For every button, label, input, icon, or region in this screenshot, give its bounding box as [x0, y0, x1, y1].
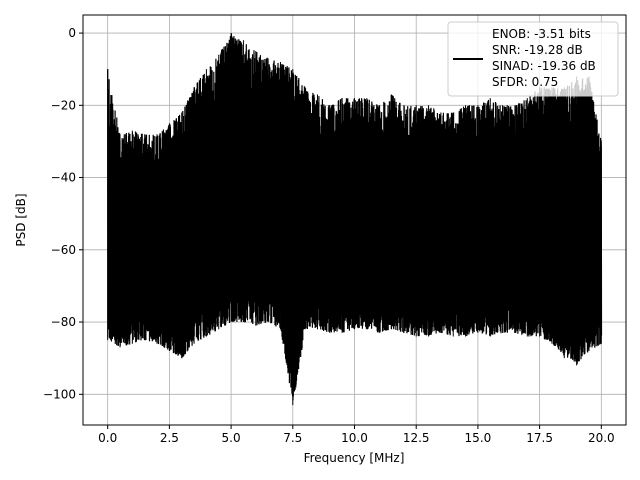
legend-enob: ENOB: -3.51 bits — [492, 27, 591, 41]
legend: ENOB: -3.51 bits SNR: -19.28 dB SINAD: -… — [447, 21, 619, 97]
x-tick-label: 2.5 — [160, 431, 179, 445]
legend-sfdr: SFDR: 0.75 — [492, 75, 558, 89]
x-tick-label: 12.5 — [403, 431, 430, 445]
y-tick-label: −20 — [51, 98, 76, 112]
x-tick-label: 7.5 — [283, 431, 302, 445]
x-tick-label: 20.0 — [588, 431, 615, 445]
x-tick-label: 17.5 — [526, 431, 553, 445]
legend-box — [447, 21, 619, 97]
y-tick-label: −40 — [51, 171, 76, 185]
x-tick-label: 10.0 — [341, 431, 368, 445]
axis-ticks: 0.0 2.5 5.0 7.5 10.0 12.5 15.0 17.5 20.0 0 −20 −40 −… — [43, 26, 615, 445]
x-axis-label: Frequency [MHz] — [304, 451, 405, 465]
y-tick-label: 0 — [68, 26, 76, 40]
psd-series-line — [107, 33, 603, 406]
legend-snr: SNR: -19.28 dB — [492, 43, 583, 57]
x-tick-label: 5.0 — [222, 431, 241, 445]
x-tick-label: 15.0 — [465, 431, 492, 445]
y-tick-label: −80 — [51, 315, 76, 329]
legend-sinad: SINAD: -19.36 dB — [492, 59, 596, 73]
y-tick-label: −60 — [51, 243, 76, 257]
x-tick-label: 0.0 — [98, 431, 117, 445]
y-axis-label: PSD [dB] — [14, 193, 28, 246]
y-tick-label: −100 — [43, 387, 76, 401]
